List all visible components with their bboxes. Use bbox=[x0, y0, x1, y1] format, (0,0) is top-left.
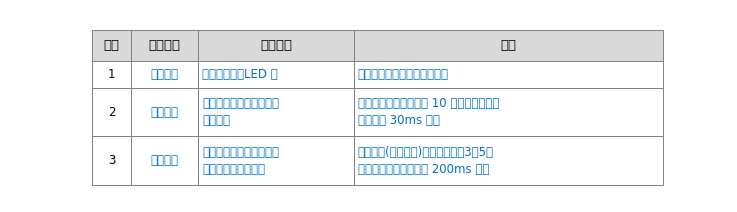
Bar bbox=[198, 61, 354, 88]
Bar bbox=[354, 61, 663, 88]
Text: 特性: 特性 bbox=[500, 39, 517, 52]
Bar bbox=[354, 29, 663, 61]
Bar bbox=[198, 29, 354, 61]
Text: 冲击电流(堵转电流)是稳态电流的3～5倍
左右，持续时间通常在 200ms 以内: 冲击电流(堵转电流)是稳态电流的3～5倍 左右，持续时间通常在 200ms 以内 bbox=[357, 146, 494, 176]
Bar bbox=[92, 88, 131, 137]
Bar bbox=[354, 88, 663, 137]
Text: 电加热装置、LED 灯: 电加热装置、LED 灯 bbox=[203, 68, 278, 81]
Bar bbox=[131, 88, 198, 137]
Bar bbox=[92, 137, 131, 185]
Bar bbox=[354, 137, 663, 185]
Text: 负载类型: 负载类型 bbox=[149, 39, 181, 52]
Text: 1: 1 bbox=[108, 68, 115, 81]
Bar bbox=[131, 61, 198, 88]
Text: 典型负载: 典型负载 bbox=[260, 39, 292, 52]
Text: 冲击电流是稳态电流的 10 倍左右，持续时
间通常在 30ms 以内: 冲击电流是稳态电流的 10 倍左右，持续时 间通常在 30ms 以内 bbox=[357, 98, 499, 127]
Text: 各种电机、风扇、水泵、
锁、电磁阀、螺线管: 各种电机、风扇、水泵、 锁、电磁阀、螺线管 bbox=[203, 146, 279, 176]
Bar bbox=[198, 137, 354, 185]
Text: 2: 2 bbox=[108, 106, 115, 119]
Text: 容性负载: 容性负载 bbox=[150, 106, 178, 119]
Bar bbox=[131, 137, 198, 185]
Text: 冲击电流与稳态电流差别不大: 冲击电流与稳态电流差别不大 bbox=[357, 68, 449, 81]
Text: 钨丝灯泡、有较大输入电
容的设备: 钨丝灯泡、有较大输入电 容的设备 bbox=[203, 98, 279, 127]
Text: 感性负载: 感性负载 bbox=[150, 154, 178, 167]
Text: 序号: 序号 bbox=[103, 39, 119, 52]
Bar bbox=[92, 29, 131, 61]
Bar bbox=[92, 61, 131, 88]
Text: 3: 3 bbox=[108, 154, 115, 167]
Bar bbox=[198, 88, 354, 137]
Text: 阻性负载: 阻性负载 bbox=[150, 68, 178, 81]
Bar bbox=[131, 29, 198, 61]
